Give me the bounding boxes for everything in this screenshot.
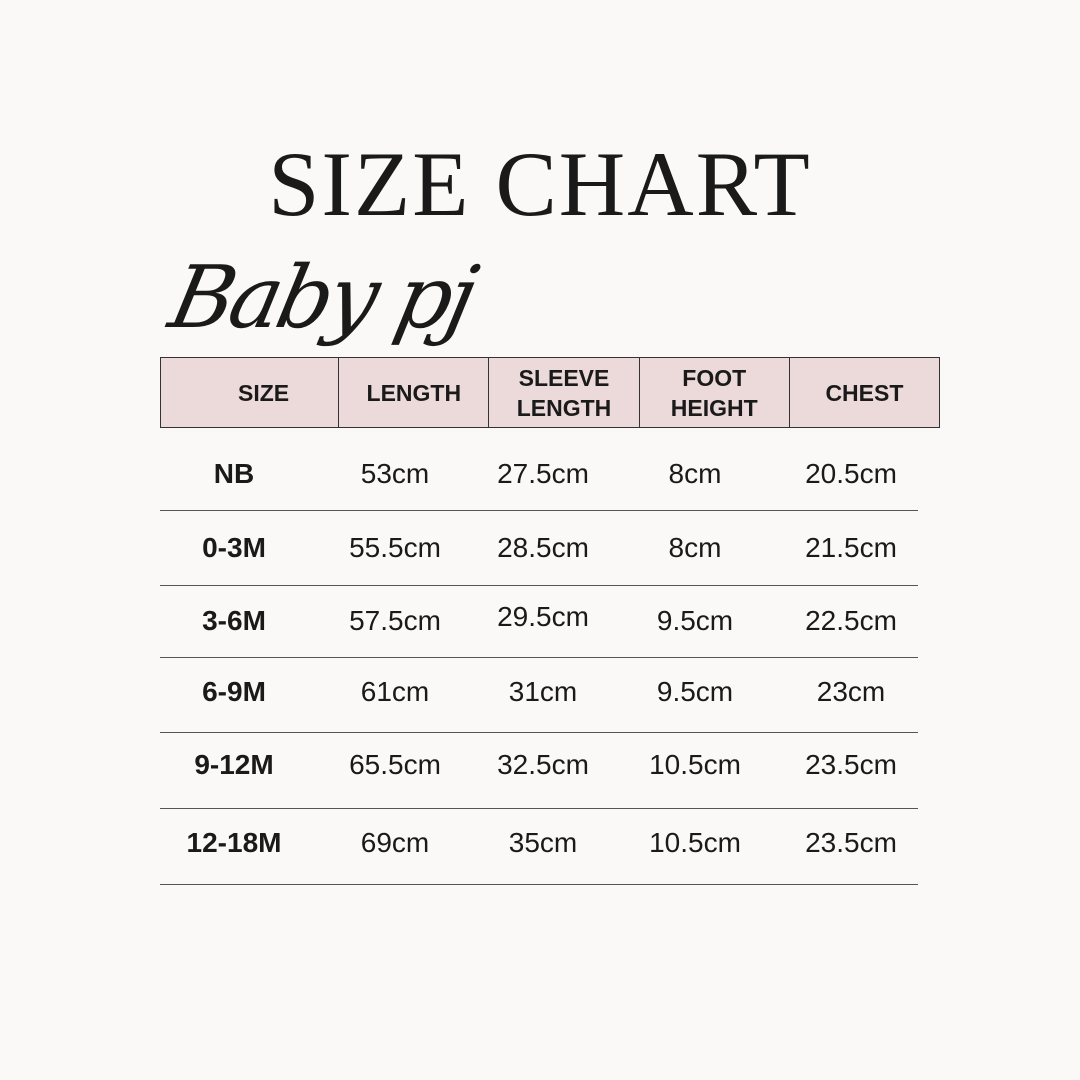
value-cell: 9.5cm xyxy=(656,605,734,636)
size-cell: NB xyxy=(213,458,255,489)
table-row: 12-18M 69cm 35cm 10.5cm 23.5cm xyxy=(160,823,918,863)
header-size: SIZE xyxy=(238,379,290,406)
value-cell: 21.5cm xyxy=(805,532,897,563)
header-chest: CHEST xyxy=(788,358,939,427)
size-cell: 6-9M xyxy=(202,676,266,707)
table-row: 6-9M 61cm 31cm 9.5cm 23cm xyxy=(160,672,918,712)
table-row: 0-3M 55.5cm 28.5cm 8cm 21.5cm xyxy=(160,528,918,568)
header-length: LENGTH xyxy=(338,358,488,427)
row-divider xyxy=(160,732,918,733)
value-cell: 29.5cm xyxy=(497,601,589,632)
size-cell: 12-18M xyxy=(186,827,282,858)
product-subtitle: Baby pj xyxy=(161,248,482,348)
row-divider xyxy=(160,510,918,511)
value-cell: 32.5cm xyxy=(497,749,589,780)
value-cell: 8cm xyxy=(668,458,722,489)
value-cell: 23.5cm xyxy=(805,749,897,780)
table-header: SIZE LENGTH SLEEVE LENGTH FOOT HEIGHT CH… xyxy=(160,357,940,428)
size-cell: 0-3M xyxy=(202,532,266,563)
row-divider xyxy=(160,884,918,885)
value-cell: 65.5cm xyxy=(349,749,441,780)
value-cell: 31cm xyxy=(508,676,578,707)
value-cell: 8cm xyxy=(668,532,722,563)
value-cell: 9.5cm xyxy=(656,676,734,707)
row-divider xyxy=(160,657,918,658)
page-title: SIZE CHART xyxy=(268,133,812,235)
value-cell: 23.5cm xyxy=(805,827,897,858)
value-cell: 69cm xyxy=(360,827,430,858)
size-cell: 9-12M xyxy=(194,749,274,780)
value-cell: 61cm xyxy=(360,676,430,707)
row-divider xyxy=(160,585,918,586)
value-cell: 23cm xyxy=(816,676,886,707)
value-cell: 57.5cm xyxy=(349,605,441,636)
size-cell: 3-6M xyxy=(202,605,266,636)
value-cell: 35cm xyxy=(508,827,578,858)
value-cell: 22.5cm xyxy=(805,605,897,636)
value-cell: 27.5cm xyxy=(497,458,589,489)
value-cell: 53cm xyxy=(360,458,430,489)
value-cell: 10.5cm xyxy=(649,749,741,780)
value-cell: 10.5cm xyxy=(649,827,741,858)
value-cell: 28.5cm xyxy=(497,532,589,563)
table-row: 3-6M 57.5cm 29.5cm 9.5cm 22.5cm xyxy=(160,601,918,641)
table-row: 9-12M 65.5cm 32.5cm 10.5cm 23.5cm xyxy=(160,745,918,785)
row-divider xyxy=(160,808,918,809)
header-foot-height: FOOT HEIGHT xyxy=(638,358,789,427)
value-cell: 55.5cm xyxy=(349,532,441,563)
header-sleeve-length: SLEEVE LENGTH xyxy=(488,358,638,427)
table-row: NB 53cm 27.5cm 8cm 20.5cm xyxy=(160,454,918,494)
value-cell: 20.5cm xyxy=(805,458,897,489)
